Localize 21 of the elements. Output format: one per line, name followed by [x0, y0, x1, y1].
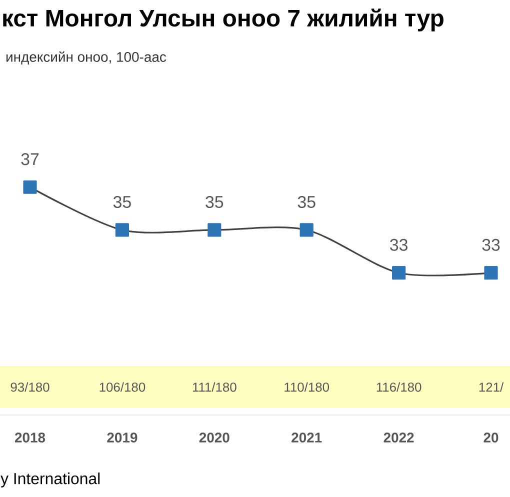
- x-tick-label: 2018: [14, 432, 46, 443]
- data-label: 35: [298, 196, 316, 208]
- chart-subtitle: индексийн оноо, 100-аас: [6, 51, 166, 65]
- x-tick-label: 2022: [384, 432, 414, 443]
- text: 93/180: [10, 382, 50, 392]
- data-label: 35: [113, 196, 131, 208]
- chart-title: кст Монгол Улсын оноо 7 жилийн тур: [3, 8, 444, 32]
- text: 121/: [479, 382, 504, 392]
- data-label: 35: [206, 196, 224, 208]
- text: 116/180: [376, 382, 422, 392]
- text: 111/180: [192, 382, 236, 392]
- data-label: 33: [482, 238, 500, 251]
- x-tick-label: 2021: [292, 432, 322, 443]
- x-tick-label: 2019: [107, 432, 138, 443]
- data-label: 33: [390, 238, 408, 251]
- data-label: 37: [21, 153, 39, 166]
- x-tick-label: 2020: [199, 432, 230, 443]
- x-tick-label: 20: [484, 432, 498, 443]
- text: y International: [0, 472, 100, 488]
- text: 106/180: [100, 382, 146, 392]
- text: 110/180: [284, 382, 330, 392]
